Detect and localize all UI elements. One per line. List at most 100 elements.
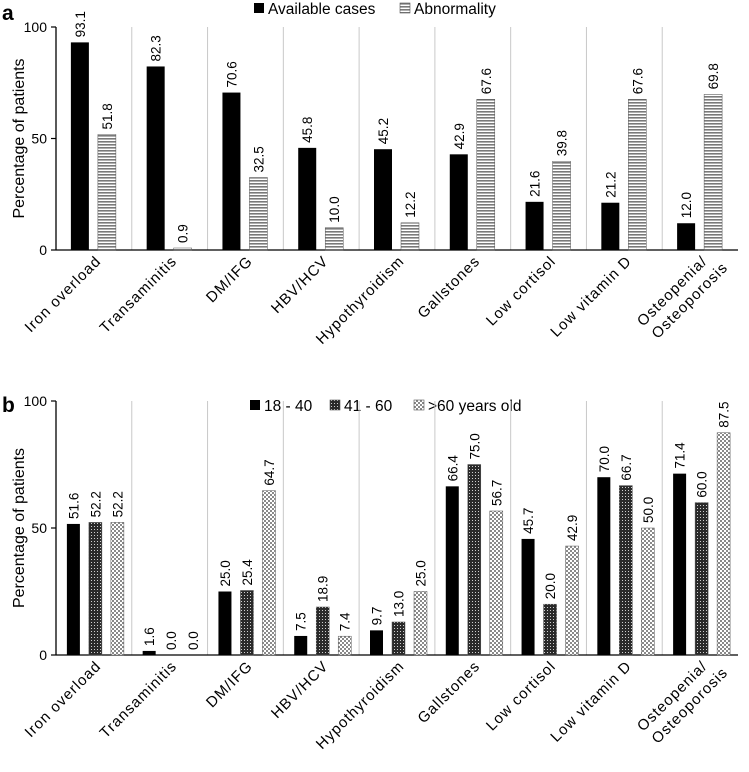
bar-41-60-low-cortisol xyxy=(543,603,557,656)
data-label-60-years-old-iron-overload: 52.2 xyxy=(110,491,125,517)
data-label-41-60-osteopenia-osteoporosis: 60.0 xyxy=(695,471,710,497)
data-label-abnormality-iron-overload: 51.8 xyxy=(100,103,115,129)
bar-41-60-iron-overload xyxy=(88,522,103,656)
data-label-41-60-hypothyroidism: 13.0 xyxy=(392,591,407,617)
data-label-available-cases-hbv-hcv: 45.8 xyxy=(300,117,315,143)
category-label-gallstones: Gallstones xyxy=(414,253,483,322)
panel-a-legend: Available cases Abnormality xyxy=(254,1,496,18)
data-label-60-years-old-gallstones: 56.7 xyxy=(489,480,504,506)
bar-60-years-old-gallstones xyxy=(489,510,504,656)
category-label-hbv-hcv: HBV/HCV xyxy=(268,253,332,317)
category-label-iron-overload: Iron overload xyxy=(22,253,105,336)
bar-available-cases-transaminitis xyxy=(146,66,165,250)
category-label-dm-ifg: DM/IFG xyxy=(203,253,256,306)
panel-a-gridlines xyxy=(131,27,663,250)
data-label-60-years-old-osteopenia-osteoporosis: 87.5 xyxy=(717,401,732,427)
bar-abnormality-hypothyroidism xyxy=(400,222,420,251)
y-tick-label: 100 xyxy=(24,393,48,409)
panel-a-chart: a Available cases Abnormality 0 50 100 93.1… xyxy=(2,1,738,348)
bar-18-40-dm-ifg xyxy=(218,591,232,655)
data-label-18-40-low-cortisol: 45.7 xyxy=(521,508,536,534)
data-label-abnormality-hypothyroidism: 12.2 xyxy=(403,192,418,218)
legend-swatch-41-60 xyxy=(329,399,341,411)
panel-a-letter: a xyxy=(2,2,14,25)
legend-label-41-60: 41 - 60 xyxy=(344,398,393,415)
data-label-abnormality-dm-ifg: 32.5 xyxy=(251,146,266,172)
bar-abnormality-low-cortisol xyxy=(552,160,571,251)
bar-abnormality-osteopenia-osteoporosis xyxy=(703,94,723,251)
data-label-41-60-gallstones: 75.0 xyxy=(467,433,482,459)
panel-b-legend: 18 - 40 41 - 60 >60 years old xyxy=(250,398,522,415)
data-label-abnormality-osteopenia-osteoporosis: 69.8 xyxy=(706,63,721,89)
data-label-18-40-dm-ifg: 25.0 xyxy=(218,560,233,586)
data-label-18-40-iron-overload: 51.6 xyxy=(66,493,81,519)
panel-b-data-labels: 51.6 1.6 25.0 7.5 9.7 66.4 45.7 70.0 71.4 52.2 0.0… xyxy=(66,401,731,650)
category-label-low-cortisol: Low cortisol xyxy=(483,658,560,735)
panel-b-bars xyxy=(66,432,731,656)
category-label-iron-overload: Iron overload xyxy=(22,658,105,741)
bar-abnormality-low-vitamin-d xyxy=(628,99,647,251)
category-label-dm-ifg: DM/IFG xyxy=(203,658,256,711)
bar-available-cases-osteopenia-osteoporosis xyxy=(677,223,696,250)
bar-18-40-gallstones xyxy=(445,486,459,655)
data-label-18-40-hbv-hcv: 7.5 xyxy=(294,612,309,631)
data-label-41-60-hbv-hcv: 18.9 xyxy=(316,576,331,602)
panel-a-bars xyxy=(70,42,723,251)
category-label-low-cortisol: Low cortisol xyxy=(483,253,560,330)
y-tick-label: 100 xyxy=(24,19,48,35)
bar-41-60-dm-ifg xyxy=(240,590,254,656)
data-label-18-40-gallstones: 66.4 xyxy=(445,455,460,482)
data-label-41-60-transaminitis: 0.0 xyxy=(164,631,179,650)
panel-b-chart: b 18 - 40 41 - 60 >60 years old 0 50 100 51.… xyxy=(2,393,738,753)
legend-swatch-18-40 xyxy=(250,400,260,410)
data-label-available-cases-transaminitis: 82.3 xyxy=(149,35,164,61)
bar-available-cases-hbv-hcv xyxy=(298,147,317,250)
bar-60-years-old-iron-overload xyxy=(110,522,125,656)
data-label-60-years-old-hypothyroidism: 25.0 xyxy=(414,560,429,586)
data-label-60-years-old-dm-ifg: 64.7 xyxy=(262,459,277,485)
bar-60-years-old-low-cortisol xyxy=(565,545,579,656)
data-label-available-cases-gallstones: 42.9 xyxy=(452,123,467,149)
bar-available-cases-hypothyroidism xyxy=(374,149,392,250)
y-tick-label: 50 xyxy=(31,131,47,147)
data-label-60-years-old-low-vitamin-d: 50.0 xyxy=(641,497,656,523)
panel-a-axes: 0 50 100 xyxy=(24,19,738,258)
panel-b-letter: b xyxy=(2,394,15,417)
data-label-18-40-osteopenia-osteoporosis: 71.4 xyxy=(673,442,688,469)
data-label-abnormality-hbv-hcv: 10.0 xyxy=(327,196,342,222)
bar-18-40-hypothyroidism xyxy=(370,630,383,655)
data-label-available-cases-osteopenia-osteoporosis: 12.0 xyxy=(679,192,694,218)
bar-available-cases-low-cortisol xyxy=(525,201,544,250)
category-label-gallstones: Gallstones xyxy=(414,658,483,727)
bar-18-40-low-cortisol xyxy=(521,538,535,655)
data-label-18-40-transaminitis: 1.6 xyxy=(142,627,157,646)
data-label-60-years-old-transaminitis: 0.0 xyxy=(186,631,201,650)
y-tick-label: 50 xyxy=(31,520,47,536)
category-label-transaminitis: Transaminitis xyxy=(97,658,181,742)
data-label-available-cases-iron-overload: 93.1 xyxy=(73,11,88,37)
legend-label-60-years-old: >60 years old xyxy=(428,398,522,415)
bar-abnormality-gallstones xyxy=(476,99,496,251)
data-label-abnormality-low-cortisol: 39.8 xyxy=(555,130,570,156)
data-label-60-years-old-low-cortisol: 42.9 xyxy=(565,515,580,541)
bar-available-cases-dm-ifg xyxy=(222,92,241,250)
category-label-low-vitamin-d: Low vitamin D xyxy=(547,658,635,746)
category-label-hbv-hcv: HBV/HCV xyxy=(268,658,332,722)
legend-label-18-40: 18 - 40 xyxy=(264,398,313,415)
data-label-41-60-low-cortisol: 20.0 xyxy=(543,573,558,599)
data-label-available-cases-low-vitamin-d: 21.2 xyxy=(603,171,618,197)
data-label-abnormality-gallstones: 67.6 xyxy=(479,68,494,94)
data-label-18-40-hypothyroidism: 9.7 xyxy=(370,607,385,626)
bar-18-40-low-vitamin-d xyxy=(597,477,611,655)
bar-abnormality-transaminitis xyxy=(173,247,192,251)
data-label-60-years-old-hbv-hcv: 7.4 xyxy=(338,612,353,631)
data-label-18-40-low-vitamin-d: 70.0 xyxy=(597,446,612,472)
panel-a-data-labels: 93.1 82.3 70.6 45.8 45.2 42.9 21.6 21.2 12.0 51.8… xyxy=(73,11,721,243)
bar-60-years-old-low-vitamin-d xyxy=(641,527,655,656)
bar-abnormality-dm-ifg xyxy=(249,177,268,251)
bar-41-60-gallstones xyxy=(467,464,482,656)
bar-41-60-osteopenia-osteoporosis xyxy=(694,502,709,656)
bar-41-60-hypothyroidism xyxy=(391,621,406,656)
